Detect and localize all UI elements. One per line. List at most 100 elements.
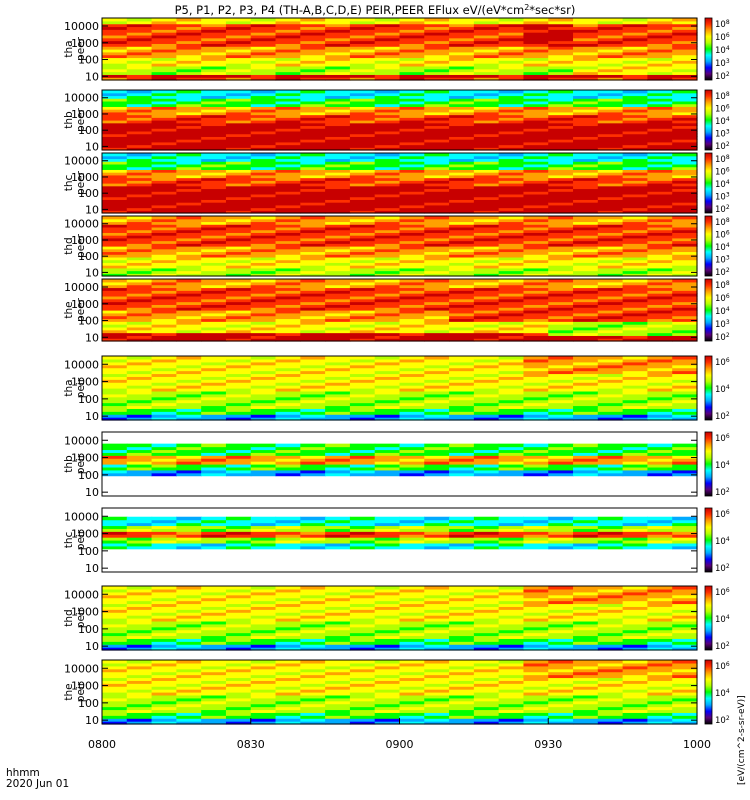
spectrogram-cell	[573, 191, 599, 195]
spectrogram-cell	[449, 199, 475, 203]
spectrogram-cell	[374, 125, 401, 129]
spectrogram-cell	[622, 443, 649, 448]
panel-type-label: peir	[75, 453, 87, 474]
spectrogram-cell	[399, 680, 425, 684]
spectrogram-cell	[449, 388, 475, 392]
spectrogram-cell	[523, 417, 549, 421]
spectrogram-cell	[548, 32, 574, 36]
spectrogram-cell	[349, 29, 376, 33]
spectrogram-cell	[374, 326, 401, 331]
spectrogram-cell	[102, 683, 128, 687]
spectrogram-cell	[374, 18, 401, 22]
spectrogram-cell	[498, 290, 525, 294]
spectrogram-cell	[151, 706, 177, 711]
spectrogram-cell	[548, 120, 574, 124]
spectrogram-cell	[399, 455, 425, 459]
spectrogram-cell	[449, 393, 475, 398]
spectrogram-cell	[225, 262, 252, 266]
spectrogram-cell	[498, 321, 525, 325]
spectrogram-cell	[672, 382, 698, 386]
spectrogram-cell	[473, 370, 500, 375]
spectrogram-cell	[399, 248, 425, 253]
spectrogram-cell	[250, 644, 277, 648]
spectrogram-cell	[523, 671, 549, 676]
spectrogram-cell	[597, 130, 624, 135]
spectrogram-cell	[473, 709, 500, 713]
colorbar-tick-label: 106	[715, 293, 730, 304]
spectrogram-cell	[622, 455, 649, 459]
spectrogram-cell	[672, 204, 698, 209]
spectrogram-cell	[201, 65, 227, 70]
spectrogram-cell	[225, 172, 252, 176]
spectrogram-cell	[176, 540, 202, 544]
spectrogram-cell	[573, 128, 599, 132]
spectrogram-cell	[250, 356, 277, 360]
spectrogram-cell	[597, 597, 624, 602]
spectrogram-cell	[573, 390, 599, 395]
spectrogram-cell	[622, 65, 649, 70]
spectrogram-cell	[622, 712, 649, 716]
spectrogram-cell	[275, 382, 301, 386]
spectrogram-cell	[449, 144, 475, 148]
spectrogram-cell	[498, 248, 525, 253]
spectrogram-cell	[622, 703, 649, 708]
spectrogram-cell	[647, 180, 673, 184]
spectrogram-cell	[349, 324, 376, 328]
spectrogram-cell	[349, 65, 376, 70]
spectrogram-cell	[275, 256, 301, 261]
spectrogram-cell	[647, 321, 673, 325]
spectrogram-cell	[325, 376, 351, 380]
spectrogram-cell	[374, 246, 401, 250]
spectrogram-cell	[151, 37, 177, 42]
spectrogram-cell	[597, 281, 624, 286]
panel-probe-label: thc	[63, 175, 75, 192]
spectrogram-cell	[349, 414, 376, 418]
spectrogram-cell	[349, 57, 376, 61]
spectrogram-cell	[275, 49, 301, 53]
spectrogram-cell	[151, 114, 177, 118]
spectrogram-cell	[176, 537, 202, 541]
spectrogram-cell	[201, 525, 227, 529]
spectrogram-cell	[424, 117, 450, 121]
spectrogram-cell	[325, 466, 351, 471]
spectrogram-cell	[622, 256, 649, 261]
spectrogram-cell	[374, 385, 401, 389]
spectrogram-cell	[250, 172, 277, 176]
spectrogram-cell	[325, 133, 351, 137]
spectrogram-cell	[300, 243, 326, 247]
spectrogram-cell	[201, 304, 227, 308]
spectrogram-cell	[523, 647, 549, 651]
spectrogram-cell	[250, 169, 277, 173]
spectrogram-cell	[424, 408, 450, 412]
colorbar-tick-label: 102	[715, 267, 730, 278]
spectrogram-cell	[399, 293, 425, 297]
spectrogram-cell	[672, 638, 698, 642]
spectrogram-cell	[126, 692, 153, 696]
spectrogram-cell	[597, 629, 624, 634]
spectrogram-cell	[201, 382, 227, 386]
spectrogram-cell	[498, 144, 525, 148]
colorbar-tick-label: 103	[715, 319, 730, 330]
spectrogram-cell	[498, 270, 525, 274]
spectrogram-cell	[622, 338, 649, 342]
spectrogram-cell	[573, 51, 599, 56]
spectrogram-cell	[275, 531, 301, 535]
spectrogram-cell	[672, 235, 698, 239]
spectrogram-cell	[548, 202, 574, 206]
spectrogram-cell	[424, 172, 450, 176]
spectrogram-cell	[250, 446, 277, 451]
spectrogram-cell	[597, 620, 624, 625]
spectrogram-cell	[201, 641, 227, 645]
spectrogram-cell	[102, 90, 128, 94]
panel-probe-label: thd	[63, 609, 75, 626]
spectrogram-cell	[325, 315, 351, 320]
spectrogram-cell	[151, 32, 177, 36]
spectrogram-cell	[647, 117, 673, 121]
spectrogram-cell	[573, 267, 599, 272]
spectrogram-cell	[622, 301, 649, 305]
spectrogram-cell	[300, 591, 326, 596]
spectrogram-cell	[672, 671, 698, 676]
spectrogram-cell	[176, 660, 202, 664]
spectrogram-cell	[449, 183, 475, 187]
spectrogram-cell	[300, 376, 326, 380]
